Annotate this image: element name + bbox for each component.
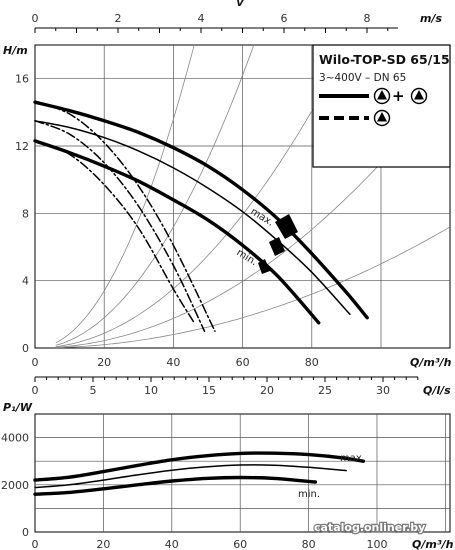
legend: Wilo-TOP-SD 65/15 3~400V – DN 65 + (312, 44, 451, 168)
mid-tick-label: 10 (144, 384, 158, 397)
series-line (33, 451, 365, 482)
watermark: catalog.onliner.by (314, 521, 425, 534)
legend-subtitle: 3~400V – DN 65 (319, 72, 406, 84)
pump-symbol-icon (373, 87, 391, 105)
x-tick-label: 80 (302, 538, 316, 550)
x-tick-label: 80 (305, 356, 319, 369)
x-tick-label: 60 (236, 356, 250, 369)
speed-marker-icon (258, 259, 270, 274)
system-curve (55, 45, 255, 346)
y-tick-label: 0 (22, 526, 29, 539)
y-axis-label: H/m (3, 44, 28, 57)
x-tick-label: 0 (32, 538, 39, 550)
system-curve (55, 226, 450, 348)
x-tick-label: 40 (166, 356, 180, 369)
y-tick-label: 0 (22, 342, 29, 355)
series-label-min: min. (298, 489, 320, 500)
mid-axis-label: Q/l/s (423, 384, 451, 397)
series-line (33, 475, 318, 496)
speed-marker-icon (269, 237, 285, 256)
series-line (34, 464, 347, 489)
mid-tick-label: 25 (318, 384, 332, 397)
mid-tick-label: 20 (260, 384, 274, 397)
mid-tick-label: 0 (32, 384, 39, 397)
speed-marker-icons (258, 214, 298, 274)
y-axis-label: P₁/W (3, 401, 33, 414)
x-tick-label: 60 (233, 538, 247, 550)
mid-tick-label: 15 (202, 384, 216, 397)
top-tick-label: 6 (281, 12, 288, 25)
top-tick-label: 0 (32, 12, 39, 25)
top-tick-label: 8 (364, 12, 371, 25)
pump-symbol-icon (410, 87, 428, 105)
series-line (34, 140, 195, 324)
x-axis-label: Q/m³/h (412, 538, 454, 550)
mid-tick-label: 5 (90, 384, 97, 397)
series-label-max: max. (340, 453, 365, 464)
series-line (34, 101, 216, 332)
x-tick-label: 0 (32, 356, 39, 369)
system-curve (55, 45, 349, 348)
y-tick-label: 12 (15, 140, 29, 153)
top-axis-unit: m/s (420, 12, 442, 25)
system-curve (55, 45, 195, 344)
legend-box (312, 44, 451, 168)
y-tick-label: 4000 (1, 432, 29, 445)
pump-symbol-icon (373, 109, 391, 127)
legend-plus: + (392, 87, 405, 105)
y-tick-label: 4 (22, 275, 29, 288)
top-tick-label: 4 (198, 12, 205, 25)
series-line (34, 120, 351, 316)
y-tick-label: 8 (22, 207, 29, 220)
legend-title: Wilo-TOP-SD 65/15 (319, 52, 450, 67)
x-tick-label: 40 (165, 538, 179, 550)
series-line (34, 120, 206, 332)
series-line (33, 100, 369, 320)
top-axis-symbol: v (236, 0, 244, 9)
x-axis-label: Q/m³/h (410, 356, 452, 369)
top-tick-label: 2 (115, 12, 122, 25)
speed-marker-icon (275, 214, 298, 239)
x-tick-label: 20 (96, 538, 110, 550)
mid-tick-label: 30 (376, 384, 390, 397)
power-plot: max. min. 0 2000 4000 P₁/W 0 20 40 60 80 100 Q/m³/h (1, 401, 454, 550)
x-tick-label: 100 (367, 538, 388, 550)
x-tick-label: 20 (97, 356, 111, 369)
y-tick-label: 16 (15, 73, 29, 86)
y-tick-label: 2000 (1, 479, 29, 492)
